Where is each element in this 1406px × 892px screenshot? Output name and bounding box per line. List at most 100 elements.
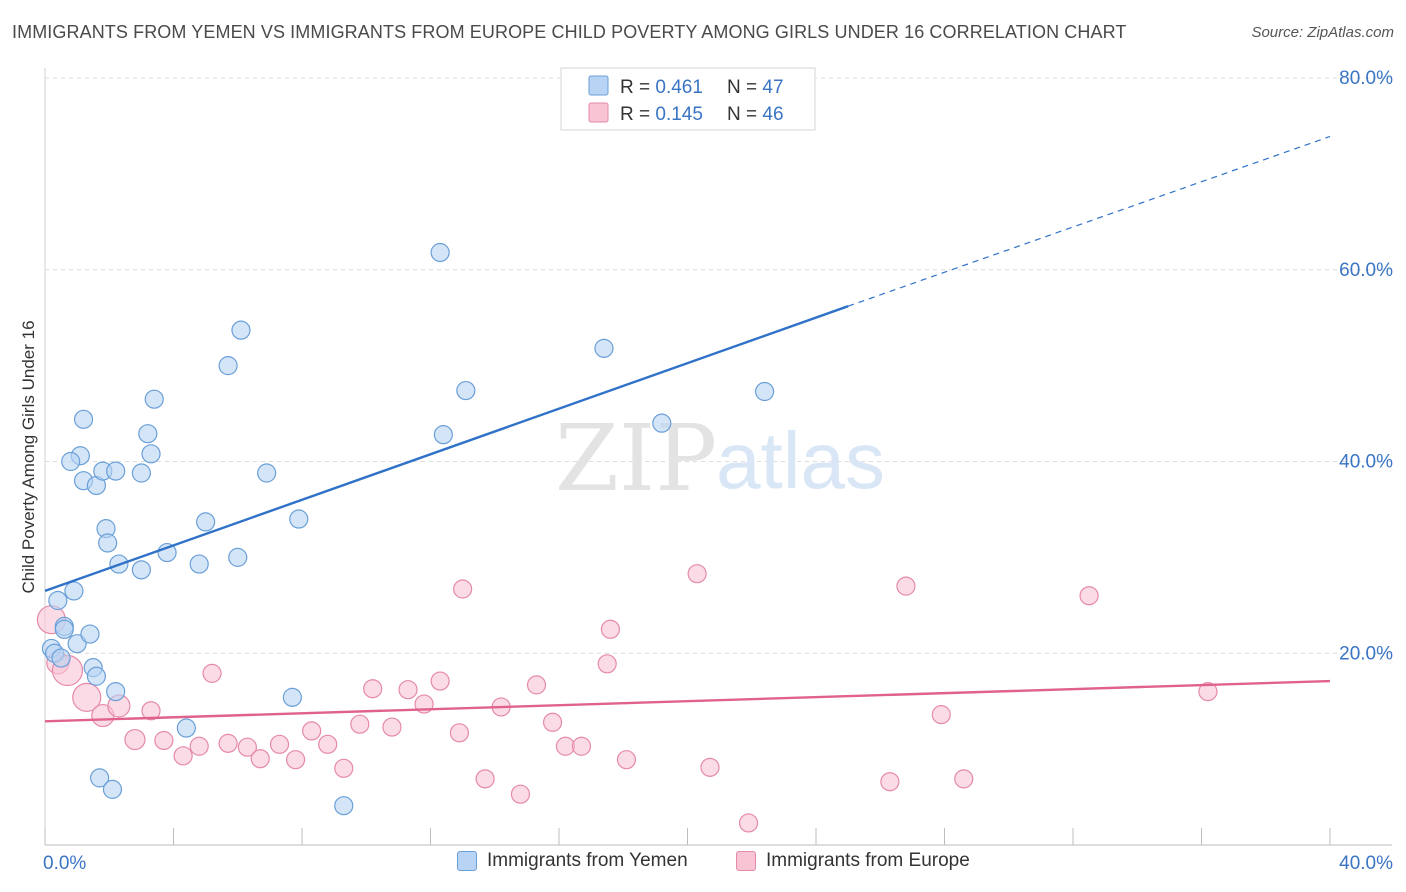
europe-point [542,712,563,732]
europe-point [173,746,193,766]
yemen-point [433,425,453,445]
yemen-point [61,451,81,472]
europe-point [72,682,102,712]
yemen-point [86,666,107,686]
europe-point [350,714,370,734]
yemen-point [228,547,248,567]
europe-point [1079,586,1099,606]
europe-point [218,733,238,753]
legend-r-label: R = [620,104,655,125]
watermark-atlas: atlas [716,416,885,505]
yemen-trend-extension [847,135,1331,307]
europe-point [880,772,900,792]
legend-r-label: R = [620,77,655,98]
europe-point [526,675,547,695]
europe-trend-line [44,679,1331,723]
europe-point [600,619,621,639]
legend-n-label: N = [727,77,762,98]
y-tick-label: 60.0% [1339,260,1393,281]
yemen-point [67,634,87,654]
yemen-point [144,389,164,409]
legend-r-value-yemen: 0.461 [655,77,703,98]
bottom-legend-label-europe: Immigrants from Europe [766,850,970,871]
europe-point [896,576,916,596]
bottom-legend: Immigrants from Yemen Immigrants from Eu… [0,850,1406,880]
yemen-point [51,648,71,668]
yemen-points [41,242,775,816]
bottom-legend-swatch-yemen [457,851,477,871]
europe-point [954,769,974,789]
yemen-point [289,509,309,529]
yemen-point [334,796,354,816]
x-tick-label: 40.0% [1339,853,1393,874]
svg-text:N = 47: N = 47 [727,77,784,98]
y-tick-label: 20.0% [1339,643,1393,664]
y-tick-label: 40.0% [1339,452,1393,473]
bottom-legend-item-yemen: Immigrants from Yemen [457,850,688,872]
legend-n-value-yemen: 47 [762,77,783,98]
yemen-point [231,320,251,340]
yemen-point [430,242,450,263]
yemen-point [218,356,238,376]
legend-r-value-europe: 0.145 [655,104,703,125]
europe-point [430,671,450,691]
europe-point [931,705,951,725]
europe-point [124,728,146,751]
europe-point [616,750,637,770]
europe-point [1198,681,1218,702]
yemen-point [594,338,614,358]
europe-point [738,813,759,833]
europe-points [36,564,1218,833]
svg-text:R = 0.461: R = 0.461 [620,77,703,98]
legend: R = 0.461 N = 47 R = 0.145 N = 46 [560,67,816,131]
yemen-point [138,424,158,444]
europe-point [237,737,257,757]
legend-swatch-yemen [588,75,609,96]
bottom-legend-label-yemen: Immigrants from Yemen [487,850,688,871]
europe-point [571,736,592,756]
yemen-point [176,718,196,738]
bottom-legend-swatch-europe [736,851,756,871]
yemen-point [98,533,118,553]
europe-point [302,721,322,741]
chart-title: IMMIGRANTS FROM YEMEN VS IMMIGRANTS FROM… [12,22,1127,42]
yemen-point [754,381,775,402]
yemen-point [80,624,100,644]
watermark-zip: ZIP [555,405,717,512]
svg-text:N = 46: N = 46 [727,104,784,125]
yemen-point [48,590,68,611]
yemen-point [106,681,126,702]
bottom-legend-item-europe: Immigrants from Europe [736,850,970,872]
europe-point [382,717,402,737]
yemen-point [652,413,672,433]
trend-lines [44,135,1331,723]
grid-lines [45,77,1392,654]
europe-point [555,736,576,756]
europe-point [363,679,383,699]
europe-point [250,749,270,769]
yemen-trend-line [44,305,849,593]
axes [44,68,1392,846]
legend-swatch-europe [588,102,609,123]
yemen-point [141,444,161,464]
europe-point [453,579,473,599]
yemen-point [282,687,302,707]
y-tick-label: 80.0% [1339,68,1393,89]
svg-text:R = 0.145: R = 0.145 [620,104,703,125]
watermark: ZIP atlas [555,405,885,512]
yemen-point [102,779,123,799]
yemen-point [106,461,126,481]
europe-point [334,758,354,778]
legend-n-value-europe: 46 [762,104,783,125]
legend-n-label: N = [727,104,762,125]
yemen-point [73,409,94,429]
yemen-point [189,554,209,574]
yemen-point [196,512,216,532]
europe-point [189,736,209,756]
yemen-point [90,768,110,788]
europe-point [597,654,617,674]
yemen-point [257,463,277,483]
europe-point [154,730,174,751]
europe-point [475,769,495,789]
europe-point [141,701,161,721]
